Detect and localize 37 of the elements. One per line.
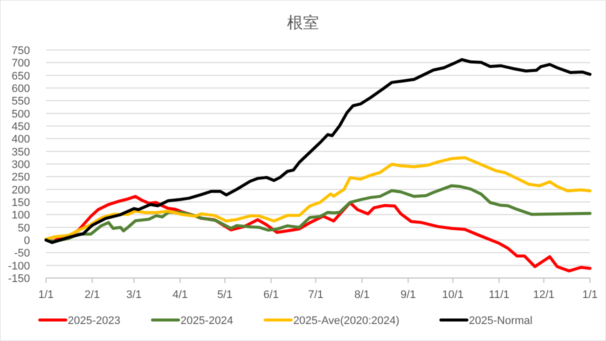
- legend-label: 2025-2023: [68, 315, 120, 327]
- y-tick-label: 0: [24, 235, 30, 247]
- y-tick-label: -50: [14, 248, 30, 260]
- x-tick-label: 4/1: [172, 289, 188, 301]
- legend-label: 2025-Ave(2020:2024): [293, 315, 400, 327]
- y-tick-label: 400: [12, 134, 30, 146]
- y-tick-label: 150: [12, 197, 30, 209]
- y-tick-label: 350: [12, 146, 30, 158]
- y-tick-label: 250: [12, 172, 30, 184]
- x-tick-label: 12/1: [533, 289, 555, 301]
- y-tick-label: 650: [12, 70, 30, 82]
- chart-title: 根室: [287, 14, 319, 32]
- x-tick-label: 6/1: [263, 289, 279, 301]
- y-tick-label: 550: [12, 96, 30, 108]
- y-tick-label: 700: [12, 58, 30, 70]
- x-tick-label: 8/1: [354, 289, 370, 301]
- y-tick-label: 450: [12, 121, 30, 133]
- x-tick-label: 3/1: [126, 289, 142, 301]
- x-tick-label: 10/1: [442, 289, 464, 301]
- y-tick-label: -100: [8, 260, 30, 272]
- x-tick-label: 2/1: [84, 289, 100, 301]
- x-tick-label: 5/1: [217, 289, 232, 301]
- x-tick-label: 1/1: [582, 289, 598, 301]
- y-tick-label: 500: [12, 108, 30, 120]
- y-tick-label: 750: [12, 45, 30, 57]
- x-tick-label: 11/1: [488, 289, 510, 301]
- y-tick-label: 200: [12, 184, 30, 196]
- y-tick-label: -150: [8, 273, 30, 285]
- y-tick-label: 50: [18, 222, 30, 234]
- y-tick-label: 100: [12, 210, 30, 222]
- y-tick-label: 300: [12, 159, 30, 171]
- legend-label: 2025-Normal: [468, 315, 532, 327]
- y-tick-label: 600: [12, 83, 30, 95]
- legend-label: 2025-2024: [180, 315, 234, 327]
- x-tick-label: 9/1: [400, 289, 416, 301]
- x-tick-label: 7/1: [308, 289, 324, 301]
- x-tick-label: 1/1: [38, 289, 54, 301]
